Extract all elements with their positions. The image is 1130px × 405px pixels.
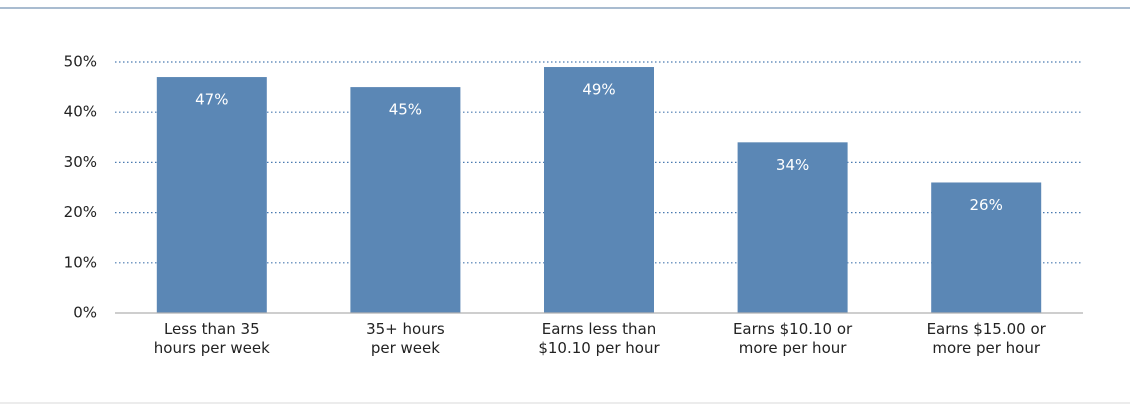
x-tick-label-line: per week [371, 339, 440, 357]
bar [544, 67, 654, 314]
y-tick-label: 30% [64, 153, 97, 171]
y-tick-label: 50% [64, 53, 97, 71]
x-tick-label-line: $10.10 per hour [538, 339, 660, 357]
value-label: 49% [582, 81, 615, 99]
x-tick-label-line: Earns $10.10 or [733, 320, 853, 338]
value-label: 47% [195, 91, 228, 109]
x-tick-label-line: Less than 35 [164, 320, 260, 338]
x-tick-label-line: hours per week [154, 339, 270, 357]
value-label: 45% [389, 101, 422, 119]
x-tick-label-line: more per hour [739, 339, 847, 357]
x-tick-label: 35+ hours per week [366, 320, 445, 357]
bar [931, 182, 1042, 313]
x-tick-label-line: Earns $15.00 or [927, 320, 1047, 338]
y-tick-label: 40% [64, 103, 97, 121]
value-label: 34% [776, 156, 809, 174]
x-tick-label: Earns $10.10 or more per hour [733, 320, 853, 357]
y-tick-label: 10% [64, 253, 97, 271]
y-tick-label: 20% [64, 203, 97, 221]
x-tick-label-line: more per hour [932, 339, 1040, 357]
y-tick-label: 0% [73, 304, 97, 322]
x-tick-label-line: 35+ hours [366, 320, 445, 338]
x-tick-label: Earns less than $10.10 per hour [538, 320, 660, 357]
value-label: 26% [970, 196, 1003, 214]
x-tick-label: Less than 35 hours per week [154, 320, 270, 357]
x-tick-label-line: Earns less than [542, 320, 657, 338]
bar [737, 142, 848, 313]
x-tick-label: Earns $15.00 or more per hour [927, 320, 1047, 357]
bar [350, 87, 461, 313]
bar [156, 77, 267, 313]
